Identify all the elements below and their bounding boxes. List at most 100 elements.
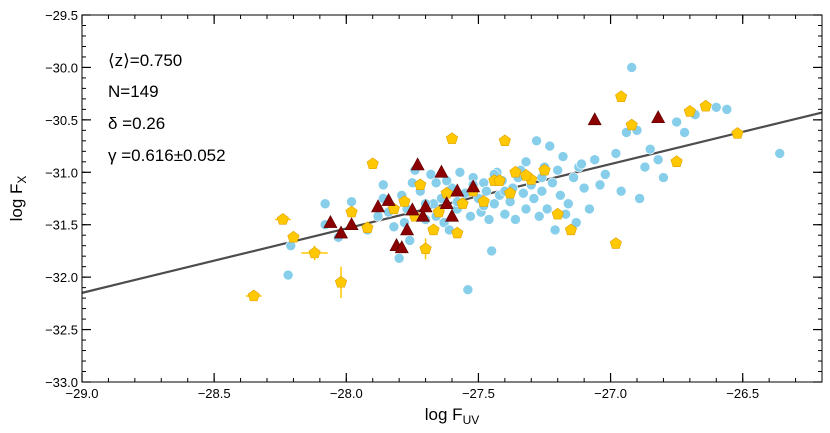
pentagon-point (456, 197, 469, 209)
circle-point (639, 161, 651, 173)
pentagon-point (247, 289, 260, 302)
pentagon-point (414, 178, 427, 191)
triangle-point (587, 112, 602, 126)
series-pentagons (247, 90, 744, 302)
pentagon-point (361, 221, 374, 234)
circle-point (576, 158, 587, 170)
pentagon-point (504, 186, 517, 199)
circle-point (393, 252, 405, 264)
circle-point (528, 193, 540, 204)
pentagon-point (615, 90, 628, 102)
pentagon-point (398, 195, 411, 207)
pentagon-point (538, 163, 551, 176)
triangle-point (405, 202, 420, 216)
pentagon-point (519, 169, 533, 181)
triangle-point (394, 240, 409, 254)
circle-point (486, 245, 497, 257)
circle-point (589, 154, 601, 166)
circle-point (388, 221, 400, 233)
triangle-point (450, 183, 465, 197)
circle-point (599, 169, 611, 180)
circle-point (346, 196, 357, 207)
pentagon-point (551, 207, 564, 220)
pentagon-point (287, 230, 300, 243)
circle-point (557, 151, 569, 162)
circle-point (774, 148, 786, 159)
circle-point (679, 127, 690, 138)
pentagon-point (477, 195, 490, 207)
circle-point (430, 177, 442, 189)
annotation-delta: δ =0.26 (108, 114, 165, 133)
y-axis-label-sub: X (15, 176, 29, 184)
triangle-point (381, 192, 396, 206)
circle-point (634, 193, 645, 204)
circle-point (499, 208, 511, 220)
y-tick-label: −31.0 (45, 165, 78, 180)
circle-point (465, 211, 476, 222)
circle-point (533, 211, 545, 222)
y-tick-label: −29.5 (45, 8, 78, 23)
circle-point (652, 154, 664, 166)
circle-point (481, 185, 492, 197)
annotation-gamma: γ =0.616±0.052 (108, 146, 226, 165)
triangle-point (418, 199, 433, 213)
pentagon-point (564, 223, 577, 236)
circle-point (584, 203, 595, 215)
circle-point (536, 185, 548, 197)
circle-point (547, 177, 558, 189)
plot-frame (81, 14, 823, 383)
pentagon-point (308, 246, 321, 259)
circle-point (377, 179, 389, 191)
pentagon-point (493, 174, 506, 186)
triangle-point (466, 179, 481, 193)
x-tick-label: −26.5 (726, 386, 759, 401)
triangle-point (651, 110, 666, 124)
pentagon-point (276, 213, 289, 225)
circle-point (644, 143, 656, 155)
pentagon-point (509, 165, 522, 178)
pentagon-point (451, 226, 464, 239)
pentagon-point (609, 237, 622, 249)
circle-point (710, 101, 722, 113)
pentagon-point (345, 205, 358, 218)
x-tick-label: −29.0 (66, 386, 99, 401)
pentagon-point (445, 132, 459, 144)
circle-point (610, 148, 622, 159)
circle-point (658, 172, 669, 183)
y-tick-label: −32.5 (45, 323, 78, 338)
circle-point (615, 185, 627, 197)
circle-point (544, 140, 556, 152)
circle-point (404, 235, 416, 246)
y-tick-label: −31.5 (45, 218, 78, 233)
y-tick-label: −30.5 (45, 113, 78, 128)
circle-point (531, 135, 542, 147)
fit-line (81, 111, 823, 294)
x-tick-label: −27.5 (462, 386, 495, 401)
pentagon-point (366, 157, 379, 170)
triangle-point (323, 214, 338, 228)
triangle-point (434, 164, 449, 178)
x-tick-label: −27.0 (594, 386, 627, 401)
circle-point (549, 224, 561, 236)
circle-point (552, 164, 564, 176)
circle-point (319, 198, 331, 210)
pentagon-point (625, 118, 638, 131)
circle-point (518, 187, 529, 199)
triangle-point (415, 208, 430, 222)
pentagon-point (334, 276, 348, 288)
x-axis-label-main: log F (425, 405, 463, 424)
triangle-point (370, 199, 386, 213)
y-tick-label: −30.0 (45, 60, 78, 75)
pentagon-point (498, 134, 511, 146)
x-tick-label: −28.5 (198, 386, 231, 401)
circle-point (454, 166, 466, 178)
circle-point (372, 211, 384, 222)
triangle-point (410, 157, 425, 171)
annotation-n: N=149 (108, 82, 159, 101)
x-axis-label: log FUV (425, 405, 479, 427)
circle-point (626, 62, 638, 73)
x-axis-label-sub: UV (463, 413, 480, 427)
circle-point (555, 190, 566, 201)
x-tick-label: −28.0 (330, 386, 363, 401)
